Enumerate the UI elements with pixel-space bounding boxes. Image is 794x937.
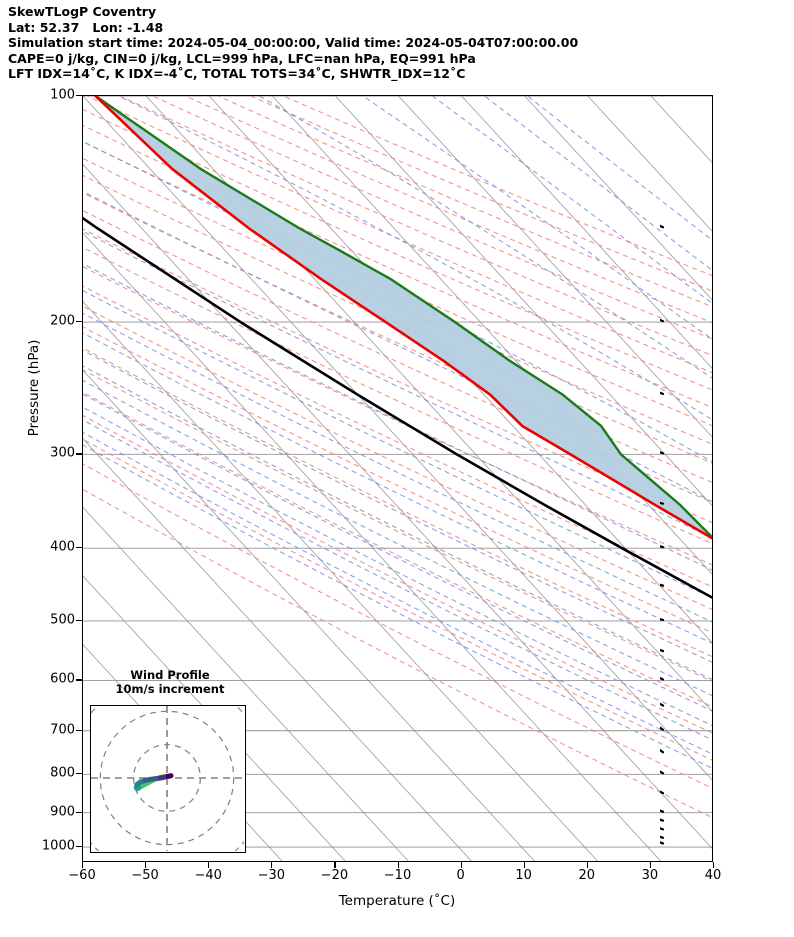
y-tickmark [76, 846, 82, 848]
y-tickmark [76, 729, 82, 731]
x-tickmark [713, 862, 715, 868]
header-indices-1: CAPE=0 j/kg, CIN=0 j/kg, LCL=999 hPa, LF… [8, 50, 476, 66]
x-axis-label: Temperature (˚C) [338, 893, 456, 909]
hodograph-title-line1: Wind Profile [130, 668, 210, 682]
x-tickmark [145, 862, 147, 868]
y-tickmark [76, 321, 82, 323]
x-tick-30: 30 [641, 868, 659, 883]
x-tick--30: −30 [257, 868, 286, 883]
y-tickmark [76, 619, 82, 622]
x-tickmark [271, 862, 273, 868]
header-block: SkewTLogP Coventry Lat: 52.37 Lon: -1.48… [8, 4, 788, 82]
x-tick--60: −60 [68, 868, 96, 883]
x-tick--40: −40 [194, 868, 222, 883]
x-tickmark [334, 862, 336, 868]
header-indices-2: LFT IDX=14˚C, K IDX=-4˚C, TOTAL TOTS=34˚… [8, 66, 466, 82]
x-tickmark [523, 862, 525, 868]
y-tickmark [76, 811, 82, 813]
y-tick-900: 900 [50, 804, 75, 820]
hodograph-title-line2: 10m/s increment [115, 682, 225, 696]
y-tickmark [76, 773, 82, 775]
x-tick-40: 40 [704, 868, 722, 883]
x-tick--10: −10 [383, 868, 412, 883]
y-tickmark [76, 453, 82, 455]
y-tick-700: 700 [50, 722, 75, 738]
header-latlon: Lat: 52.37 Lon: -1.48 [8, 19, 164, 35]
y-tick-600: 600 [50, 671, 75, 687]
y-axis-label: Pressure (hPa) [26, 339, 42, 437]
header-title: SkewTLogP Coventry [8, 4, 157, 19]
x-tickmark [397, 862, 399, 868]
y-tick-300: 300 [50, 445, 75, 461]
x-tickmark [460, 862, 462, 868]
x-tick-0: 0 [456, 868, 465, 883]
x-tickmark [208, 862, 210, 868]
x-tickmark [82, 862, 84, 868]
hodograph-inset [90, 705, 246, 853]
y-tickmark [76, 679, 82, 681]
y-tick-400: 400 [50, 539, 75, 555]
hodograph-title: Wind Profile 10m/s increment [90, 668, 250, 696]
x-tick-10: 10 [515, 868, 532, 883]
y-tick-200: 200 [50, 313, 75, 329]
y-tick-800: 800 [50, 765, 75, 781]
y-tick-1000: 1000 [41, 838, 75, 854]
x-tick--20: −20 [320, 868, 349, 883]
x-tick-20: 20 [578, 868, 596, 883]
skewt-profiles [83, 96, 712, 599]
x-tickmark [649, 862, 652, 868]
x-tick--50: −50 [131, 868, 159, 883]
y-tick-500: 500 [50, 612, 75, 628]
y-tickmark [76, 547, 82, 549]
x-tickmark [586, 862, 588, 868]
hodograph-plot [91, 706, 245, 852]
y-tickmark [76, 95, 82, 97]
y-tick-100: 100 [50, 87, 75, 103]
wind-barb-column [660, 95, 794, 885]
wind-barbs [660, 95, 665, 845]
header-times: Simulation start time: 2024-05-04_00:00:… [8, 35, 579, 51]
